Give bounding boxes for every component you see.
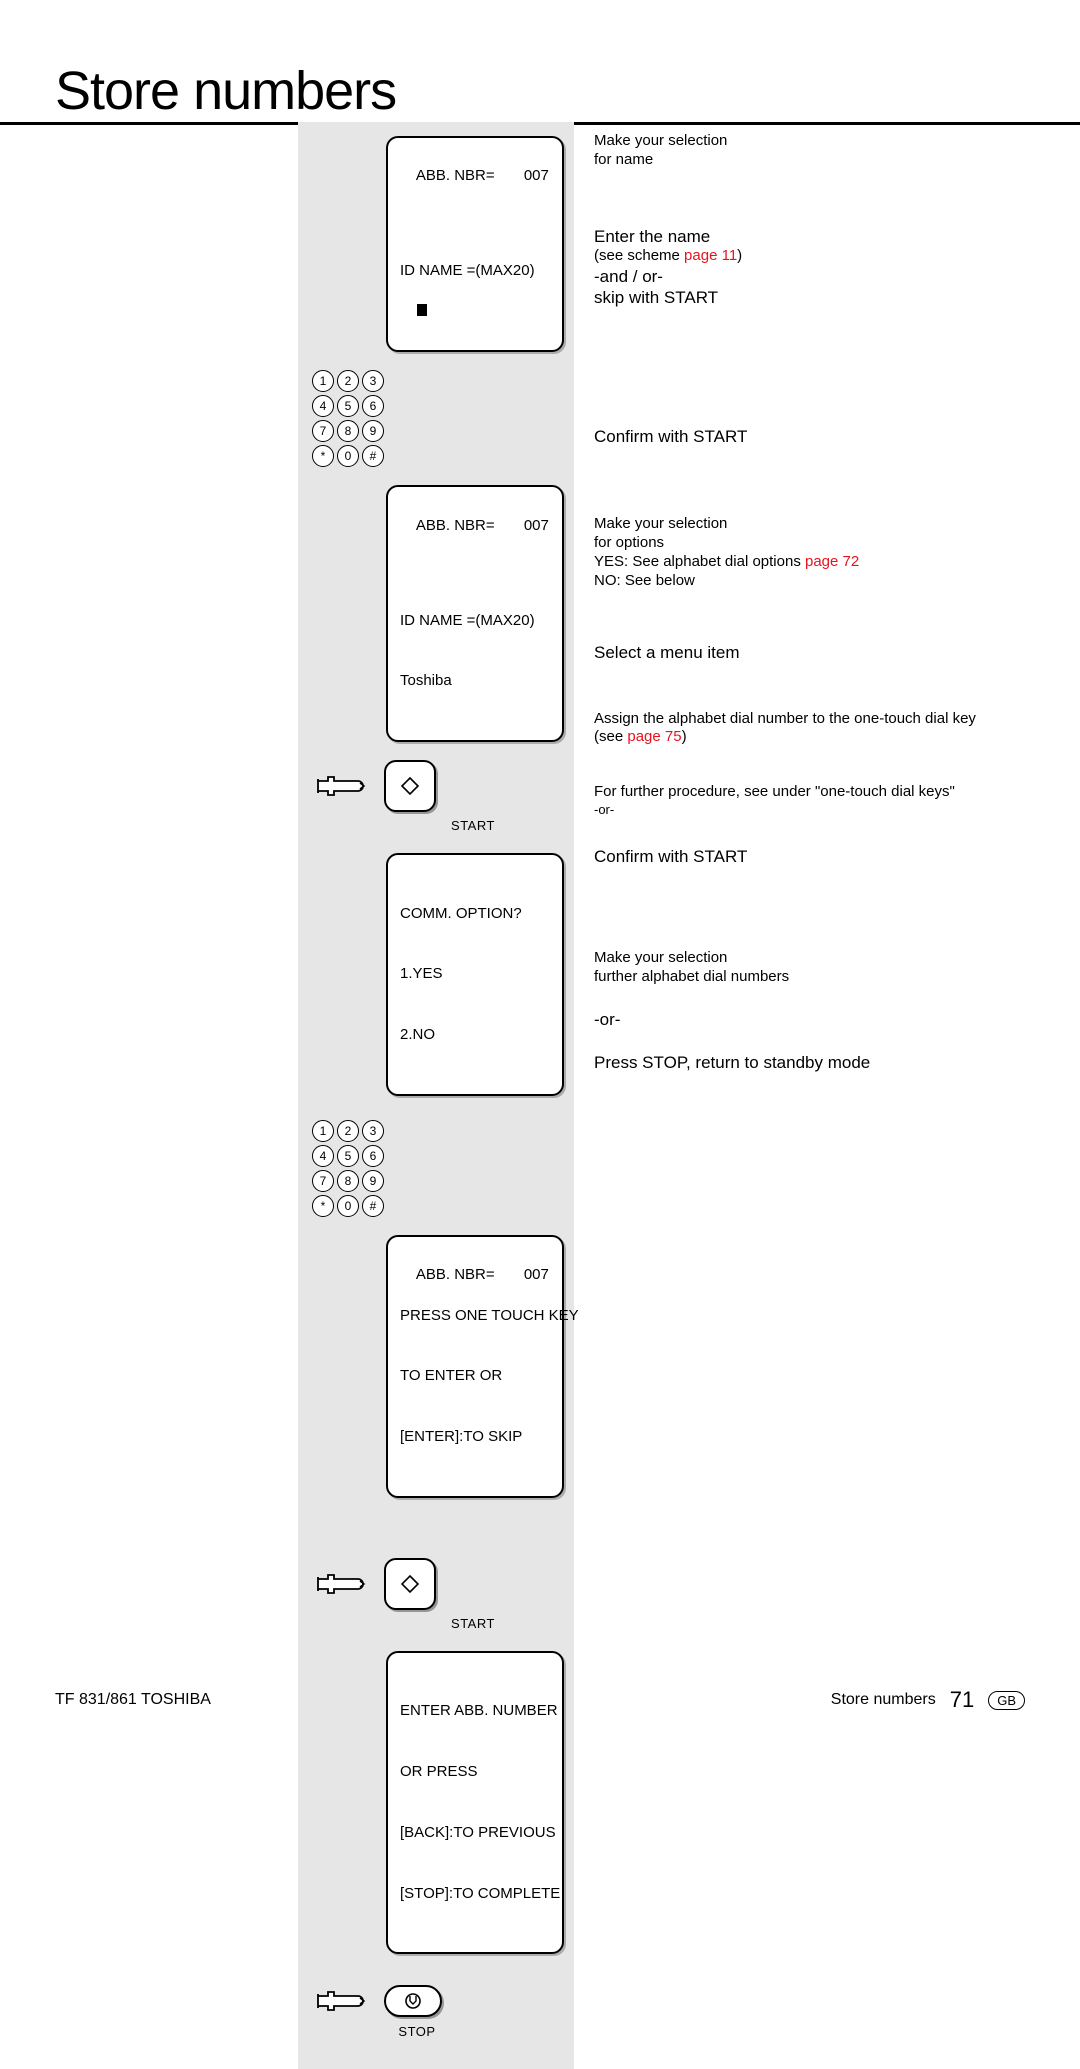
page-link[interactable]: page 72	[805, 553, 859, 570]
lcd-screen-3: COMM. OPTION? 1.YES 2.NO	[386, 853, 564, 1096]
page-title: Store numbers	[55, 60, 396, 122]
instruction-text: Enter the name (see scheme page 11) -and…	[594, 226, 1004, 309]
lcd-text: Toshiba	[400, 671, 550, 691]
button-label: START	[384, 1616, 562, 1631]
pointing-hand-icon	[316, 1984, 366, 2018]
lcd-screen-4: ABB. NBR= 007 PRESS ONE TOUCH KEY TO ENT…	[386, 1235, 564, 1498]
page-number: 71	[950, 1687, 974, 1713]
lcd-screen-1: ABB. NBR= 007 ID NAME =(MAX20)	[386, 136, 564, 352]
lcd-text: COMM. OPTION?	[400, 904, 550, 924]
stop-icon	[404, 1992, 422, 2010]
instruction-text: -or-	[594, 1009, 1004, 1030]
procedure-column: ABB. NBR= 007 ID NAME =(MAX20) 1 2 3 4 5…	[298, 122, 574, 2069]
instruction-text: Assign the alphabet dial number to the o…	[594, 710, 1004, 748]
pointing-hand-icon	[316, 1567, 366, 1601]
key-hash[interactable]: #	[362, 445, 384, 467]
instruction-text: Select a menu item	[594, 642, 1004, 663]
page-link[interactable]: page 75	[627, 728, 681, 745]
key-0[interactable]: 0	[337, 1195, 359, 1217]
instruction-text: Confirm with START	[594, 426, 1004, 447]
instruction-column: Make your selection for name Enter the n…	[594, 122, 1004, 1091]
lcd-text: TO ENTER OR	[400, 1366, 550, 1386]
lcd-text: [BACK]:TO PREVIOUS	[400, 1823, 550, 1843]
pointing-hand-icon	[316, 769, 366, 803]
button-label: STOP	[388, 2024, 446, 2039]
key-9[interactable]: 9	[362, 1170, 384, 1192]
key-8[interactable]: 8	[337, 420, 359, 442]
lcd-text: ABB. NBR= 007	[416, 1266, 549, 1283]
lcd-text: OR PRESS	[400, 1762, 550, 1782]
footer-model: TF 831/861 TOSHIBA	[55, 1691, 211, 1709]
key-8[interactable]: 8	[337, 1170, 359, 1192]
key-9[interactable]: 9	[362, 420, 384, 442]
start-button[interactable]	[384, 1558, 436, 1610]
page-link[interactable]: page 11	[684, 247, 737, 264]
key-hash[interactable]: #	[362, 1195, 384, 1217]
key-5[interactable]: 5	[337, 395, 359, 417]
instruction-text: Make your selection further alphabet dia…	[594, 949, 1004, 987]
diamond-icon	[400, 776, 420, 796]
key-5[interactable]: 5	[337, 1145, 359, 1167]
lcd-text: PRESS ONE TOUCH KEY	[400, 1306, 550, 1326]
lcd-screen-2: ABB. NBR= 007 ID NAME =(MAX20) Toshiba	[386, 485, 564, 742]
action-row	[316, 1984, 562, 2018]
lcd-text: [STOP]:TO COMPLETE	[400, 1884, 550, 1904]
start-button[interactable]	[384, 760, 436, 812]
footer-section: Store numbers	[831, 1691, 936, 1709]
key-3[interactable]: 3	[362, 1120, 384, 1142]
lcd-text: [ENTER]:TO SKIP	[400, 1427, 550, 1447]
key-4[interactable]: 4	[312, 395, 334, 417]
cursor-icon	[417, 304, 427, 316]
button-label: START	[384, 818, 562, 833]
keypad: 1 2 3 4 5 6 7 8 9 * 0 #	[312, 1120, 562, 1217]
page-footer: TF 831/861 TOSHIBA Store numbers 71 GB	[55, 1687, 1025, 1713]
key-6[interactable]: 6	[362, 1145, 384, 1167]
language-badge: GB	[988, 1691, 1025, 1710]
key-4[interactable]: 4	[312, 1145, 334, 1167]
key-7[interactable]: 7	[312, 420, 334, 442]
lcd-text: ID NAME =(MAX20)	[400, 261, 550, 281]
instruction-text: Make your selection for options YES: See…	[594, 515, 1004, 590]
lcd-text: 2.NO	[400, 1025, 550, 1045]
lcd-text: ABB. NBR= 007	[416, 167, 549, 184]
lcd-text: ABB. NBR= 007	[416, 517, 549, 534]
key-0[interactable]: 0	[337, 445, 359, 467]
action-row	[316, 760, 562, 812]
instruction-text: Make your selection for name	[594, 132, 1004, 170]
key-6[interactable]: 6	[362, 395, 384, 417]
key-2[interactable]: 2	[337, 370, 359, 392]
instruction-text: Confirm with START	[594, 846, 1004, 867]
instruction-text: Press STOP, return to standby mode	[594, 1052, 1004, 1073]
stop-button[interactable]	[384, 1985, 442, 2017]
key-7[interactable]: 7	[312, 1170, 334, 1192]
diamond-icon	[400, 1574, 420, 1594]
lcd-text: ID NAME =(MAX20)	[400, 611, 550, 631]
action-row	[316, 1558, 562, 1610]
instruction-text: For further procedure, see under "one-to…	[594, 783, 1004, 818]
key-2[interactable]: 2	[337, 1120, 359, 1142]
lcd-text: 1.YES	[400, 964, 550, 984]
keypad: 1 2 3 4 5 6 7 8 9 * 0 #	[312, 370, 562, 467]
key-star[interactable]: *	[312, 445, 334, 467]
key-1[interactable]: 1	[312, 1120, 334, 1142]
key-star[interactable]: *	[312, 1195, 334, 1217]
key-3[interactable]: 3	[362, 370, 384, 392]
key-1[interactable]: 1	[312, 370, 334, 392]
